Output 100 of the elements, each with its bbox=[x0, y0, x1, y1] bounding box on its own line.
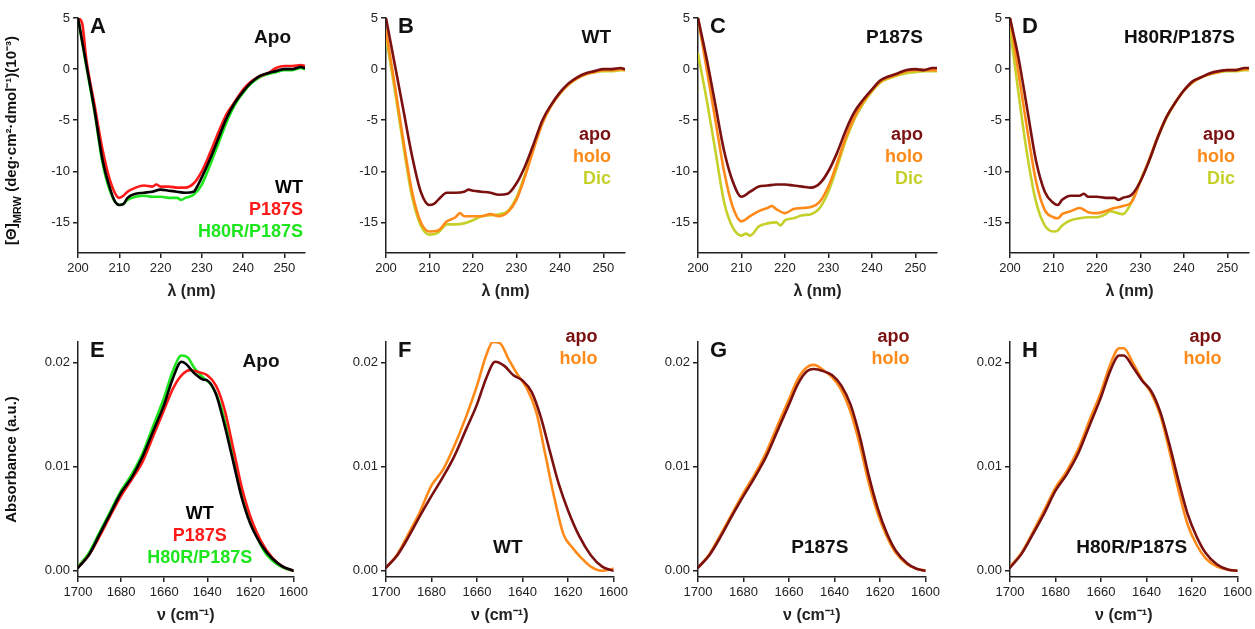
x-tick-label: 1700 bbox=[683, 584, 713, 600]
annotation: F bbox=[398, 337, 412, 363]
chart-title: Apo bbox=[242, 349, 280, 371]
x-tick-label: 200 bbox=[67, 260, 89, 276]
x-tick-label: 1660 bbox=[1086, 584, 1116, 600]
text: H80R/P187S bbox=[1076, 535, 1188, 557]
annotation: D bbox=[1022, 13, 1038, 39]
x-tick-label: 1680 bbox=[417, 584, 446, 600]
series-label: H80R/P187S bbox=[197, 220, 303, 241]
y-axis-title: [Θ]MRW (deg·cm²·dmol⁻¹)(10⁻³) bbox=[2, 36, 23, 245]
x-axis-title: λ (nm) bbox=[167, 281, 216, 299]
y-tick-label: 5 bbox=[370, 9, 378, 25]
text: WT bbox=[493, 535, 523, 557]
y-tick-label: 5 bbox=[62, 9, 70, 25]
y-tick-label: -15 bbox=[51, 213, 70, 229]
x-tick-label: 230 bbox=[505, 260, 528, 276]
chart-title: Apo bbox=[254, 25, 291, 47]
y-tick-label: -10 bbox=[51, 162, 70, 178]
x-tick-label: 1600 bbox=[911, 584, 940, 600]
y-tick-label: -5 bbox=[58, 111, 70, 127]
text: Dic bbox=[1206, 167, 1235, 188]
x-tick-label: 1680 bbox=[106, 584, 136, 600]
y-tick-label: 0 bbox=[370, 60, 378, 76]
x-tick-label: 1620 bbox=[865, 584, 895, 600]
x-tick-label: 1600 bbox=[599, 584, 628, 600]
y-tick-label: 0.00 bbox=[976, 562, 1002, 578]
y-tick-label: -5 bbox=[678, 111, 690, 127]
x-tick-label: 250 bbox=[273, 260, 296, 276]
x-tick-label: 230 bbox=[1129, 260, 1152, 276]
x-tick-label: 240 bbox=[548, 260, 571, 276]
x-tick-label: 220 bbox=[1086, 260, 1108, 276]
y-tick-label: -5 bbox=[990, 111, 1002, 127]
annotation: B bbox=[398, 13, 414, 39]
x-tick-label: 200 bbox=[375, 260, 397, 276]
x-tick-label: 1620 bbox=[553, 584, 583, 600]
x-tick-label: 1620 bbox=[235, 584, 265, 600]
text: holo bbox=[559, 347, 598, 368]
y-tick-label: 0.01 bbox=[976, 458, 1002, 474]
x-tick-label: 1640 bbox=[192, 584, 222, 600]
y-tick-label: -15 bbox=[983, 213, 1002, 229]
y-tick-label: -15 bbox=[359, 213, 378, 229]
y-tick-label: 5 bbox=[994, 9, 1002, 25]
text: holo bbox=[1197, 145, 1235, 166]
x-tick-label: 1680 bbox=[1041, 584, 1070, 600]
y-tick-label: 5 bbox=[682, 9, 690, 25]
y-tick-label: 0.02 bbox=[976, 354, 1002, 370]
x-tick-label: 1700 bbox=[995, 584, 1025, 600]
y-tick-label: -15 bbox=[671, 213, 690, 229]
x-tick-label: 1660 bbox=[462, 584, 492, 600]
x-axis-title: λ (nm) bbox=[793, 281, 842, 299]
text: Dic bbox=[582, 167, 611, 188]
x-tick-label: 240 bbox=[1172, 260, 1195, 276]
x-tick-label: 1700 bbox=[371, 584, 401, 600]
x-tick-label: 220 bbox=[774, 260, 796, 276]
text: apo bbox=[890, 123, 923, 144]
x-tick-label: 1660 bbox=[149, 584, 179, 600]
x-tick-label: 1640 bbox=[1132, 584, 1161, 600]
chart-title: WT bbox=[581, 25, 612, 47]
y-tick-label: 0.01 bbox=[352, 458, 378, 474]
x-tick-label: 240 bbox=[232, 260, 254, 276]
y-tick-label: 0.01 bbox=[44, 458, 70, 474]
annotation: H bbox=[1022, 337, 1038, 363]
y-tick-label: -10 bbox=[671, 162, 690, 178]
y-tick-label: 0.01 bbox=[664, 458, 690, 474]
x-axis-title: ν (cm⁻¹) bbox=[471, 605, 529, 623]
x-tick-label: 200 bbox=[687, 260, 709, 276]
x-tick-label: 250 bbox=[1216, 260, 1239, 276]
y-tick-label: 0.00 bbox=[352, 562, 378, 578]
chart-title: P187S bbox=[865, 25, 923, 47]
text: apo bbox=[877, 325, 910, 346]
text: P187S bbox=[791, 535, 849, 557]
x-tick-label: 1640 bbox=[820, 584, 849, 600]
y-axis-title: Absorbance (a.u.) bbox=[2, 396, 19, 523]
x-axis-title: ν (cm⁻¹) bbox=[157, 605, 215, 623]
x-axis-title: λ (nm) bbox=[481, 281, 530, 299]
x-tick-label: 210 bbox=[1042, 260, 1065, 276]
x-axis-title: ν (cm⁻¹) bbox=[783, 605, 841, 623]
y-tick-label: 0 bbox=[62, 60, 70, 76]
text: holo bbox=[1183, 347, 1222, 368]
x-axis-title: λ (nm) bbox=[1105, 281, 1154, 299]
text: apo bbox=[565, 325, 598, 346]
x-tick-label: 1600 bbox=[1223, 584, 1252, 600]
x-tick-label: 200 bbox=[999, 260, 1021, 276]
series-label: apo bbox=[1202, 123, 1235, 144]
x-tick-label: 210 bbox=[730, 260, 753, 276]
chart-title: H80R/P187S bbox=[1124, 25, 1235, 47]
y-tick-label: -10 bbox=[983, 162, 1002, 178]
series-label: WT bbox=[185, 502, 214, 523]
y-tick-label: 0.02 bbox=[352, 354, 378, 370]
y-tick-label: -5 bbox=[366, 111, 378, 127]
text: holo bbox=[573, 145, 611, 166]
y-tick-label: 0.02 bbox=[664, 354, 690, 370]
x-tick-label: 1660 bbox=[774, 584, 804, 600]
x-tick-label: 1620 bbox=[1177, 584, 1207, 600]
x-tick-label: 230 bbox=[190, 260, 213, 276]
annotation: C bbox=[710, 13, 726, 39]
y-tick-label: 0.00 bbox=[44, 562, 70, 578]
x-axis-title: ν (cm⁻¹) bbox=[1095, 605, 1153, 623]
text: holo bbox=[871, 347, 910, 368]
x-tick-label: 210 bbox=[418, 260, 441, 276]
